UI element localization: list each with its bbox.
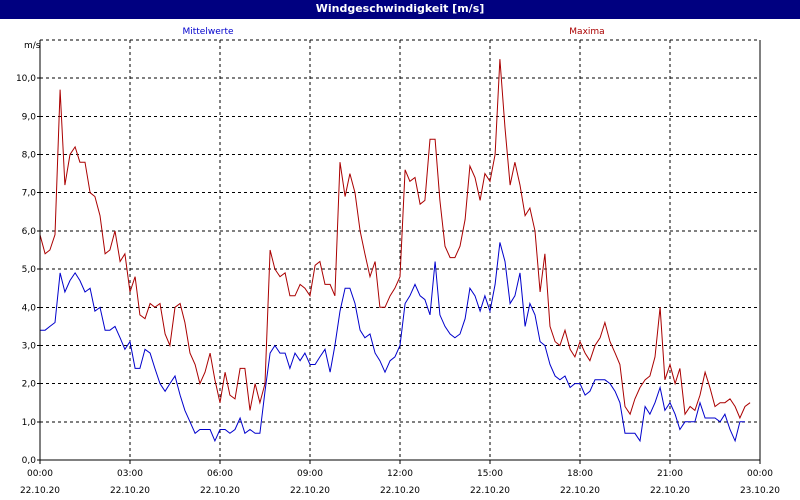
x-tick-date-label: 23.10.20 [740,486,780,496]
series-lines [39,59,751,443]
y-tick-label: 0,0 [22,456,37,466]
x-tick-time-label: 18:00 [567,469,593,479]
y-tick-label: 9,0 [22,112,37,122]
x-tick-date-label: 22.10.20 [110,486,150,496]
y-axis-label: m/s [24,41,41,51]
x-tick-date-label: 22.10.20 [290,486,330,496]
x-tick-date-label: 22.10.20 [650,486,690,496]
x-tick-date-label: 22.10.20 [470,486,510,496]
y-tick-label: 4,0 [22,303,37,313]
x-tick-date-label: 22.10.20 [560,486,600,496]
y-tick-label: 10,0 [16,74,36,84]
window-title: Windgeschwindigkeit [m/s] [0,0,800,19]
series-line-maxima [39,59,751,420]
x-tick-time-label: 03:00 [117,469,143,479]
x-tick-time-label: 00:00 [27,469,53,479]
y-tick-label: 2,0 [22,380,37,390]
x-tick-time-label: 00:00 [747,469,773,479]
y-tick-label: 7,0 [22,189,37,199]
y-tick-label: 3,0 [22,341,37,351]
y-axis-ticks: 0,0 1,0 2,0 3,0 4,0 5,0 6,0 7,0 8,0 9,0 10,0 [16,74,40,466]
y-tick-label: 5,0 [22,265,37,275]
y-tick-label: 6,0 [22,227,37,237]
x-tick-time-label: 06:00 [207,469,233,479]
x-tick-time-label: 21:00 [657,469,683,479]
grid [40,39,760,460]
x-tick-date-label: 22.10.20 [380,486,420,496]
x-tick-date-label: 22.10.20 [200,486,240,496]
x-tick-time-label: 09:00 [297,469,323,479]
x-tick-time-label: 15:00 [477,469,503,479]
legend-maxima: Maxima [569,27,604,37]
series-line-mittelwerte [40,242,745,443]
y-tick-label: 8,0 [22,151,37,161]
x-tick-date-label: 22.10.20 [20,486,60,496]
x-axis-ticks: 00:00 22.10.20 03:00 22.10.20 06:00 22.10.20 0… [20,460,780,496]
y-tick-label: 1,0 [22,418,37,428]
x-tick-time-label: 12:00 [387,469,413,479]
legend-mittelwerte: Mittelwerte [182,27,233,37]
